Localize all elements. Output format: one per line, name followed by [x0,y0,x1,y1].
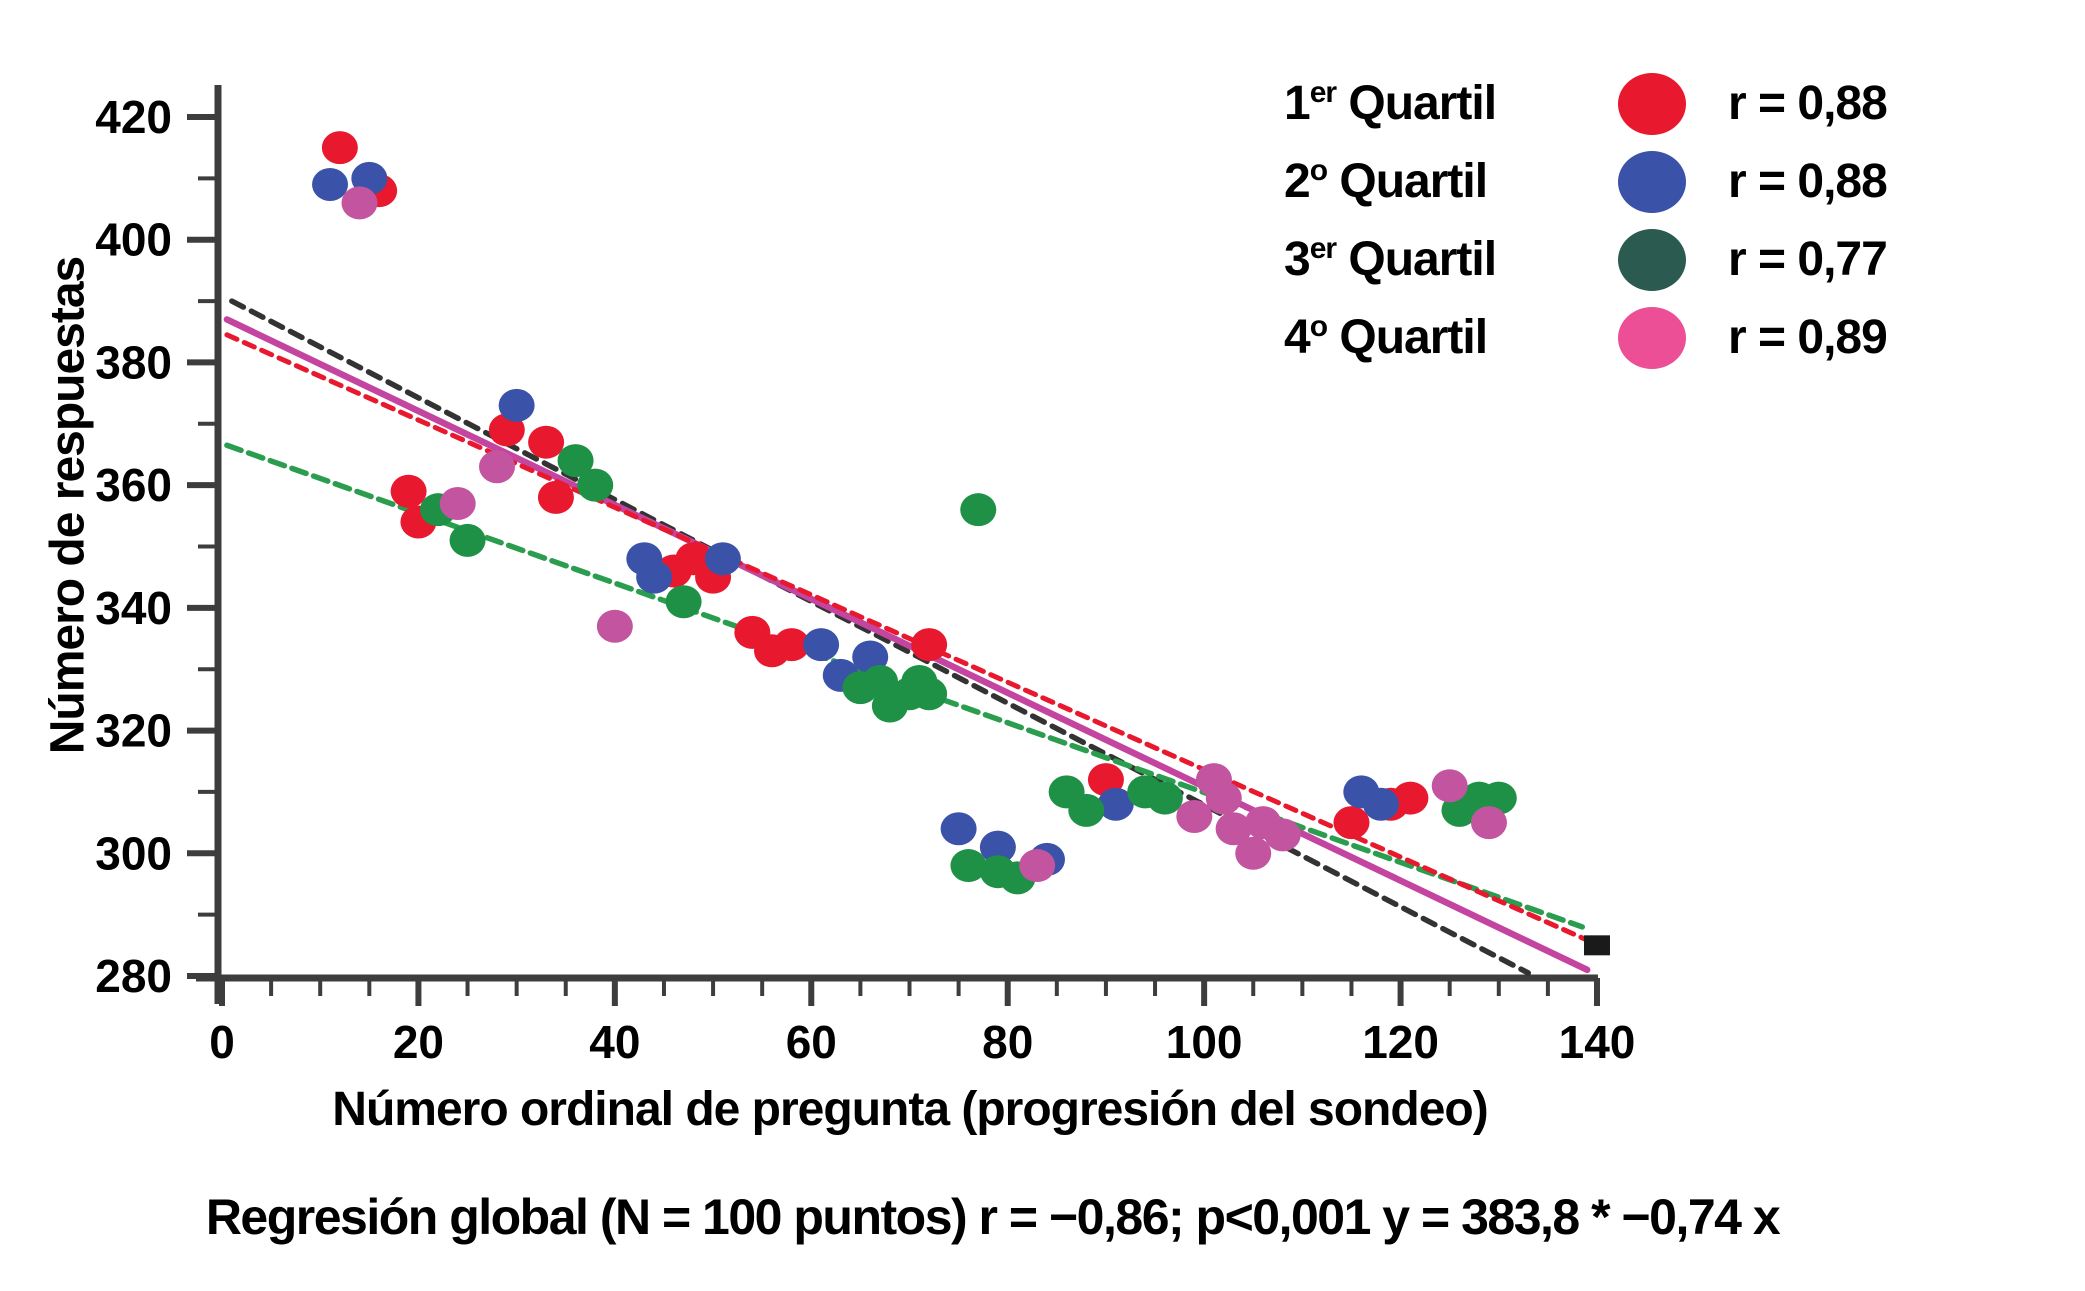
regression-line-magenta [223,316,1591,974]
y-tick-label: 300 [95,827,172,879]
data-point-series-1 [773,628,810,662]
data-point-series-3 [1068,793,1105,827]
legend-swatch-icon [1618,306,1686,369]
regression-line-red [224,332,1595,945]
data-point-series-3 [449,523,486,557]
data-point-series-4 [1019,849,1056,883]
y-tick-label: 340 [95,582,172,634]
legend-r-value: r = 0,88 [1728,77,1888,130]
data-point-series-3 [911,677,948,711]
data-point-series-1 [528,425,565,459]
data-point-series-4 [439,487,476,521]
x-tick-label: 140 [1559,1016,1636,1068]
data-point-series-4 [1205,781,1242,815]
y-tick-label: 380 [95,336,172,388]
data-point-series-3 [665,585,702,619]
data-point-series-2 [979,830,1016,864]
y-tick-label: 420 [95,91,172,143]
legend-r-value: r = 0,88 [1728,155,1888,208]
regression-line-black [229,298,1531,976]
data-point-series-1 [321,131,358,165]
legend-label: 4o Quartil [1284,310,1488,364]
legend-label: 2o Quartil [1284,154,1488,208]
global-regression-caption: Regresión global (N = 100 puntos) r = −0… [205,1189,1781,1245]
y-tick-label: 400 [95,214,172,266]
data-point-series-2 [1362,787,1399,821]
data-point-series-3 [1146,781,1183,815]
legend-row-2: 2o Quartil r = 0,88 [1284,148,1888,215]
legend-swatch-icon [1618,150,1686,213]
data-point-series-4 [1470,806,1507,840]
data-point-series-1 [911,628,948,662]
data-point-series-1 [390,474,427,508]
y-tick-label: 320 [95,705,172,757]
y-axis-title: Número de respuestas [41,256,95,755]
data-point-series-2 [1097,787,1134,821]
end-marker [1584,935,1610,956]
data-point-series-4 [1215,812,1252,846]
data-point-series-4 [1431,769,1468,803]
data-point-series-2 [940,812,977,846]
data-point-series-4 [1176,799,1213,833]
x-tick-label: 100 [1166,1016,1243,1068]
legend-row-3: 3er Quartil r = 0,77 [1284,226,1888,293]
legend-swatch-icon [1618,228,1686,291]
data-point-series-2 [498,388,535,422]
data-point-series-2 [312,167,349,201]
x-tick-label: 0 [209,1016,235,1068]
x-tick-label: 80 [982,1016,1033,1068]
data-point-series-4 [1235,836,1272,870]
legend-label: 3er Quartil [1284,232,1497,286]
data-point-series-4 [479,450,515,484]
y-tick-label: 360 [95,459,172,511]
data-point-series-3 [557,444,594,478]
data-point-series-1 [1333,806,1370,840]
data-point-series-4 [596,609,633,643]
legend-row-1: 1er Quartil r = 0,88 [1284,70,1888,137]
data-point-series-3 [960,493,997,527]
data-point-series-2 [636,560,673,594]
data-point-series-4 [1264,818,1301,852]
x-tick-label: 120 [1362,1016,1439,1068]
data-point-series-1 [1392,781,1429,815]
data-point-series-2 [704,542,741,576]
legend-r-value: r = 0,77 [1728,233,1888,286]
data-point-series-3 [950,849,987,883]
data-point-series-3 [577,468,614,502]
legend-swatch-icon [1618,72,1686,135]
y-tick-label: 280 [95,950,172,1002]
legend: 1er Quartil r = 0,88 2o Quartil r = 0,88 3er… [1284,70,1888,371]
x-tick-label: 40 [589,1016,640,1068]
legend-r-value: r = 0,89 [1728,311,1888,364]
data-point-series-4 [341,186,378,220]
legend-row-4: 4o Quartil r = 0,89 [1284,304,1888,371]
x-tick-label: 20 [393,1016,444,1068]
data-point-series-2 [803,628,840,662]
x-axis-title: Número ordinal de pregunta (progresión d… [332,1083,1488,1136]
legend-label: 1er Quartil [1284,76,1497,130]
data-point-series-1 [537,480,574,514]
x-tick-label: 60 [786,1016,837,1068]
